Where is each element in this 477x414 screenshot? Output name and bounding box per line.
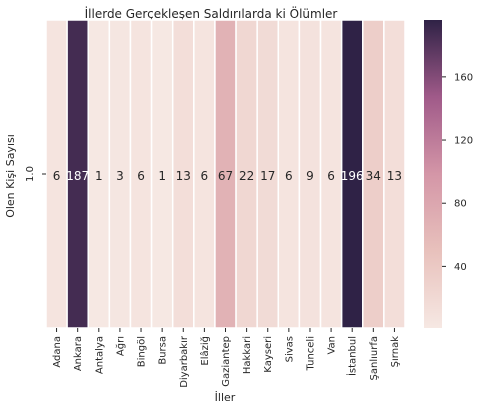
y-axis-label: Olen Kişi Sayısı [4, 134, 17, 218]
cell-value-label: 6 [137, 169, 145, 183]
x-tick-label: Ankara [73, 336, 84, 371]
cell-value-label: 6 [285, 169, 293, 183]
x-tick-label: İstanbul [346, 336, 359, 376]
x-tick-label: Elâziğ [199, 336, 211, 366]
x-tick-label: Antalya [94, 336, 105, 374]
cell-value-label: 67 [218, 169, 233, 183]
x-tick-label: Adana [52, 336, 63, 368]
cell-value-label: 17 [260, 169, 275, 183]
x-tick-label: Hakkari [242, 336, 253, 374]
cell-value-label: 3 [116, 169, 124, 183]
x-tick-label: Diyarbakır [179, 335, 190, 388]
y-axis-ticks: 1.0 [25, 166, 46, 182]
y-tick-label: 1.0 [25, 166, 36, 182]
heatmap-cells [45, 19, 406, 329]
x-tick-label: Sivas [284, 336, 295, 362]
x-tick-label: Şırnak [390, 336, 401, 368]
colorbar-tick-label: 120 [454, 136, 473, 147]
cell-value-label: 13 [176, 169, 191, 183]
x-tick-label: Şanlıurfa [369, 336, 380, 380]
x-tick-label: Bingöl [137, 336, 148, 367]
cell-value-label: 1 [95, 169, 103, 183]
colorbar [424, 20, 442, 328]
x-tick-label: Van [327, 336, 338, 355]
cell-value-label: 187 [66, 169, 89, 183]
colorbar-ticks: 40 80 120 160 [442, 72, 473, 273]
chart-title: İllerde Gerçekleşen Saldırılarda ki Ölüm… [85, 5, 338, 21]
colorbar-tick-label: 40 [454, 262, 467, 273]
x-axis-label: İller [215, 391, 236, 404]
cell-value-label: 22 [239, 169, 254, 183]
colorbar-tick-label: 160 [454, 72, 473, 83]
x-tick-label: Tunceli [305, 336, 316, 371]
cell-value-label: 6 [327, 169, 335, 183]
cell-value-label: 13 [387, 169, 402, 183]
x-tick-label: Bursa [158, 336, 169, 365]
x-axis-ticks: Adana Ankara Antalya Ağrı Bingöl Bursa Diyarba… [52, 328, 401, 388]
cell-value-label: 9 [306, 169, 314, 183]
cell-value-label: 6 [53, 169, 61, 183]
cell-value-label: 34 [366, 169, 381, 183]
cell-value-label: 196 [341, 169, 364, 183]
x-tick-label: Ağrı [114, 336, 126, 356]
cell-value-label: 1 [158, 169, 166, 183]
x-tick-label: Gaziantep [221, 336, 232, 387]
cell-value-label: 6 [201, 169, 209, 183]
cell-annotations: 6 187 1 3 6 1 13 6 67 22 17 6 9 6 196 34 13 [53, 169, 402, 183]
x-tick-label: Kayseri [263, 336, 274, 373]
colorbar-tick-label: 80 [454, 199, 467, 210]
